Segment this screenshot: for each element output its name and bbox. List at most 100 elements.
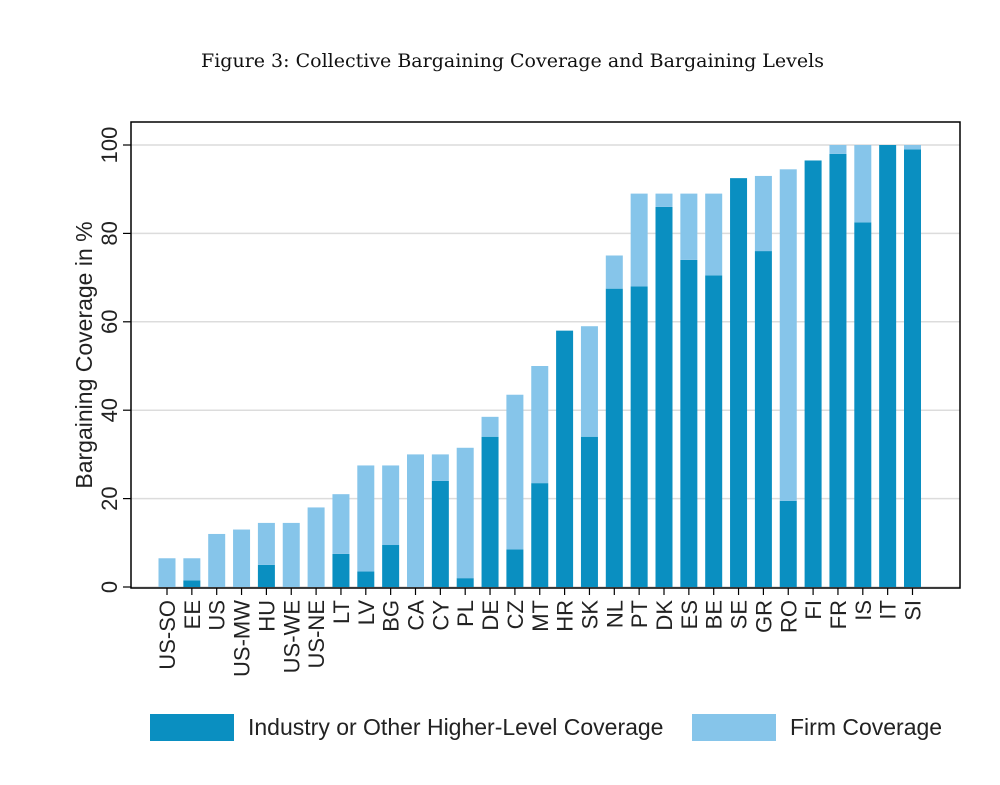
x-tick-label: MT [528, 600, 553, 632]
bar-industry-sk [580, 436, 598, 587]
legend-item-industry: Industry or Other Higher-Level Coverage [150, 712, 663, 742]
x-tick-label: FR [826, 600, 851, 629]
bar-industry-hu [257, 564, 275, 587]
bar-firm-us-we [282, 522, 300, 587]
bar-firm-fr [829, 145, 847, 154]
y-tick-label: 60 [97, 310, 122, 334]
x-tick-label: US-MW [230, 600, 255, 677]
x-tick-label: CA [404, 600, 429, 631]
bar-industry-mt [531, 483, 549, 587]
bar-firm-cz [506, 394, 524, 550]
x-tick-label: ES [677, 600, 702, 629]
x-tick-label: US-NE [304, 600, 329, 668]
bar-industry-de [481, 436, 499, 587]
bar-firm-mt [531, 366, 549, 484]
x-tick-label: RO [776, 600, 801, 633]
bar-firm-pl [456, 447, 474, 579]
x-tick-label: LV [354, 600, 379, 626]
bar-firm-hu [257, 522, 275, 565]
legend-item-firm: Firm Coverage [692, 712, 942, 742]
y-axis-ticks: 0 20 40 60 80 100 [97, 127, 131, 593]
bar-firm-gr [754, 175, 772, 252]
figure-title: Figure 3: Collective Bargaining Coverage… [201, 50, 824, 72]
x-tick-label: US [205, 600, 230, 631]
bar-industry-dk [655, 206, 673, 587]
bar-firm-dk [655, 193, 673, 207]
bar-industry-cy [431, 480, 449, 587]
legend-swatch-industry [150, 713, 234, 741]
bar-firm-ca [407, 454, 424, 587]
bar-industry-cz [506, 549, 524, 587]
bar-industry-pt [630, 286, 648, 587]
y-tick-label: 100 [97, 127, 122, 164]
x-tick-label: CZ [503, 600, 528, 629]
bar-firm-nl [605, 255, 623, 289]
bar-industry-pl [456, 578, 474, 587]
y-tick-label: 80 [97, 221, 122, 245]
x-tick-label: SK [577, 600, 602, 630]
y-tick-label: 20 [97, 486, 122, 510]
x-axis-ticks: US-SO EE US US-MW HU US-WE US-NE LT LV BG CA CY PL DE… [155, 588, 926, 677]
x-tick-label: HU [254, 600, 279, 632]
bar-firm-si [904, 145, 921, 150]
bar-industry-ee [183, 580, 201, 587]
x-tick-label: IT [876, 600, 901, 620]
x-tick-label: DK [652, 600, 677, 631]
bar-industry-se [730, 178, 748, 587]
bar-industry-si [904, 149, 921, 588]
bar-industry-fr [829, 153, 847, 587]
x-tick-label: PL [453, 600, 478, 627]
x-tick-label: CY [428, 600, 453, 631]
bar-firm-pt [630, 193, 648, 287]
bar-firm-lt [332, 494, 350, 554]
bar-firm-sk [580, 326, 598, 437]
x-tick-label: PT [627, 600, 652, 628]
x-tick-label: HR [553, 600, 578, 632]
bar-firm-is [854, 145, 872, 223]
x-tick-label: BG [379, 600, 404, 632]
x-tick-label: SI [901, 600, 926, 621]
bars [158, 145, 921, 588]
x-tick-label: IS [851, 600, 876, 621]
bar-firm-be [705, 193, 723, 276]
x-tick-label: EE [180, 600, 205, 629]
x-tick-label: GR [751, 600, 776, 633]
bar-firm-de [481, 416, 499, 437]
x-tick-label: BE [702, 600, 727, 629]
bar-industry-lt [332, 553, 350, 587]
bar-industry-es [680, 259, 698, 587]
bar-firm-us [208, 533, 226, 587]
bar-firm-cy [431, 454, 449, 481]
plot-frame [130, 121, 961, 589]
bar-industry-fi [804, 160, 822, 587]
legend-label-firm: Firm Coverage [790, 713, 943, 740]
bar-industry-hr [556, 330, 574, 587]
legend-swatch-firm [692, 713, 776, 741]
bar-firm-us-mw [233, 529, 251, 587]
x-tick-label: LT [329, 600, 354, 624]
bar-firm-ee [183, 558, 201, 581]
bar-firm-us-ne [307, 507, 325, 587]
bar-industry-nl [605, 288, 623, 587]
bar-firm-lv [357, 465, 375, 572]
legend-label-industry: Industry or Other Higher-Level Coverage [248, 713, 664, 740]
y-tick-label: 0 [97, 581, 122, 593]
bar-industry-lv [357, 571, 375, 587]
bar-industry-it [879, 145, 897, 587]
y-tick-label: 40 [97, 398, 122, 422]
bar-firm-ro [779, 169, 797, 501]
bar-industry-gr [754, 251, 772, 587]
x-tick-label: US-WE [279, 600, 304, 673]
bar-firm-us-so [158, 558, 176, 587]
x-tick-label: DE [478, 600, 503, 631]
y-axis-label: Bargaining Coverage in % [71, 221, 97, 488]
bar-industry-be [705, 275, 723, 587]
bar-industry-is [854, 222, 872, 587]
bar-firm-es [680, 193, 698, 260]
x-tick-label: SE [727, 600, 752, 629]
bar-industry-ro [779, 500, 797, 587]
x-tick-label: NL [602, 600, 627, 628]
x-tick-label: US-SO [155, 600, 180, 670]
bar-industry-bg [382, 545, 400, 587]
